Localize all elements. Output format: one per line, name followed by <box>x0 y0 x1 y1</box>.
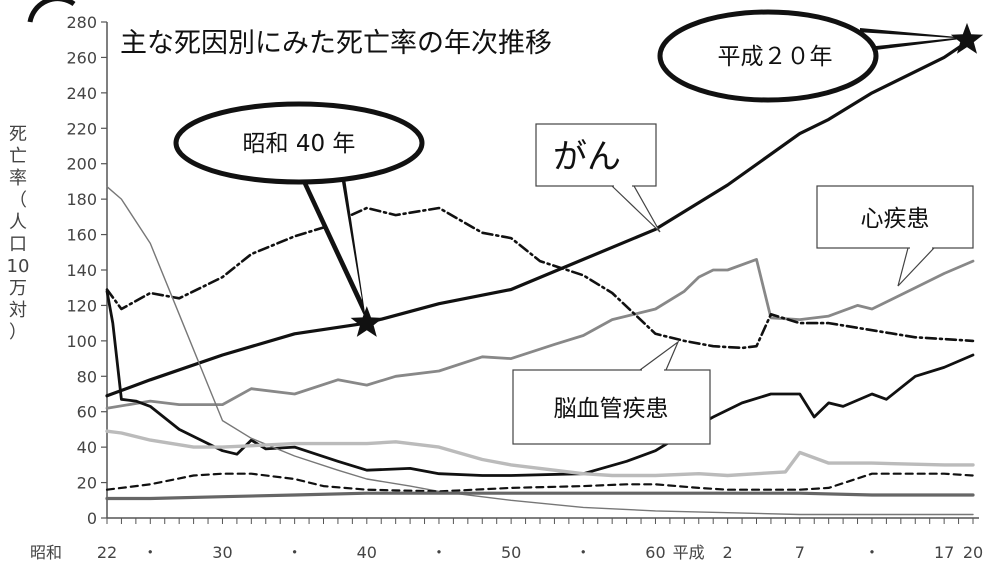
y-axis-label-char: 死 <box>9 124 27 145</box>
series-line-1 <box>105 258 975 410</box>
y-axis-label-char: 対 <box>9 300 27 321</box>
series-line-7 <box>105 491 975 501</box>
y-tick-label: 180 <box>66 190 97 209</box>
y-tick-label: 260 <box>66 48 97 67</box>
axes: 020406080100120140160180200220240260280死… <box>7 13 984 562</box>
label-cancer: がん <box>535 123 661 233</box>
x-tick-label: 22 <box>97 543 117 562</box>
y-axis-label-char: 率 <box>9 168 27 189</box>
y-axis-label-char: 万 <box>9 278 27 299</box>
y-tick-label: 0 <box>87 509 97 528</box>
callout-showa-40: 昭和 40 年 <box>173 101 425 320</box>
y-axis-label-char: 10 <box>7 256 30 277</box>
y-tick-label: 240 <box>66 84 97 103</box>
y-axis-label-char: （ <box>9 190 27 211</box>
y-tick-label: 20 <box>77 474 97 493</box>
y-axis-label-char: 口 <box>9 234 27 255</box>
x-axis-era-label: 昭和 <box>30 543 62 562</box>
y-tick-label: 200 <box>66 155 97 174</box>
x-tick-label: 50 <box>501 543 521 562</box>
chart-title: 主な死因別にみた死亡率の年次推移 <box>120 28 552 59</box>
label-heart-disease-text: 心疾患 <box>861 206 930 232</box>
series-line-2 <box>105 206 975 350</box>
callout-heisei-20: 平成２０年 <box>657 9 968 103</box>
label-stroke-text: 脳血管疾患 <box>554 396 669 422</box>
callout-heisei-20-label: 平成２０年 <box>718 44 833 70</box>
series-line-0 <box>105 36 975 398</box>
y-tick-label: 100 <box>66 332 97 351</box>
x-tick-label: 60 <box>645 543 665 562</box>
series-lines <box>105 36 975 516</box>
star-marker-showa-40 <box>350 306 383 337</box>
x-tick-label: ・ <box>287 543 303 562</box>
y-tick-label: 80 <box>77 367 97 386</box>
label-heart-disease: 心疾患 <box>816 185 974 287</box>
x-tick-label: 2 <box>723 543 733 562</box>
label-cancer-text: がん <box>553 137 621 177</box>
y-axis-label-char: 人 <box>9 212 27 233</box>
decorative-arc <box>27 0 76 23</box>
y-tick-label: 280 <box>66 13 97 32</box>
y-tick-label: 160 <box>66 226 97 245</box>
x-tick-label: ・ <box>575 543 591 562</box>
y-tick-label: 220 <box>66 119 97 138</box>
x-tick-label: ・ <box>864 543 880 562</box>
series-line-6 <box>105 472 975 493</box>
label-stroke: 脳血管疾患 <box>512 340 711 445</box>
x-tick-label: 20 <box>963 543 983 562</box>
x-tick-label: ・ <box>142 543 158 562</box>
y-tick-label: 60 <box>77 403 97 422</box>
series-line-5 <box>105 429 975 478</box>
y-tick-label: 40 <box>77 438 97 457</box>
x-tick-label: 7 <box>795 543 805 562</box>
callout-showa-40-label: 昭和 40 年 <box>243 131 356 157</box>
y-axis-label-char: 亡 <box>9 146 27 167</box>
x-tick-label: 17 <box>934 543 954 562</box>
y-tick-label: 120 <box>66 296 97 315</box>
star-markers <box>350 22 984 337</box>
x-tick-label: ・ <box>431 543 447 562</box>
star-marker-heisei-20 <box>950 22 984 54</box>
x-tick-label: 平成 <box>673 543 705 562</box>
x-tick-label: 30 <box>212 543 232 562</box>
series-line-4 <box>106 186 974 516</box>
y-tick-label: 140 <box>66 261 97 280</box>
series-line-3 <box>105 289 975 477</box>
y-axis-label-char: ） <box>9 322 27 343</box>
x-tick-label: 40 <box>357 543 377 562</box>
